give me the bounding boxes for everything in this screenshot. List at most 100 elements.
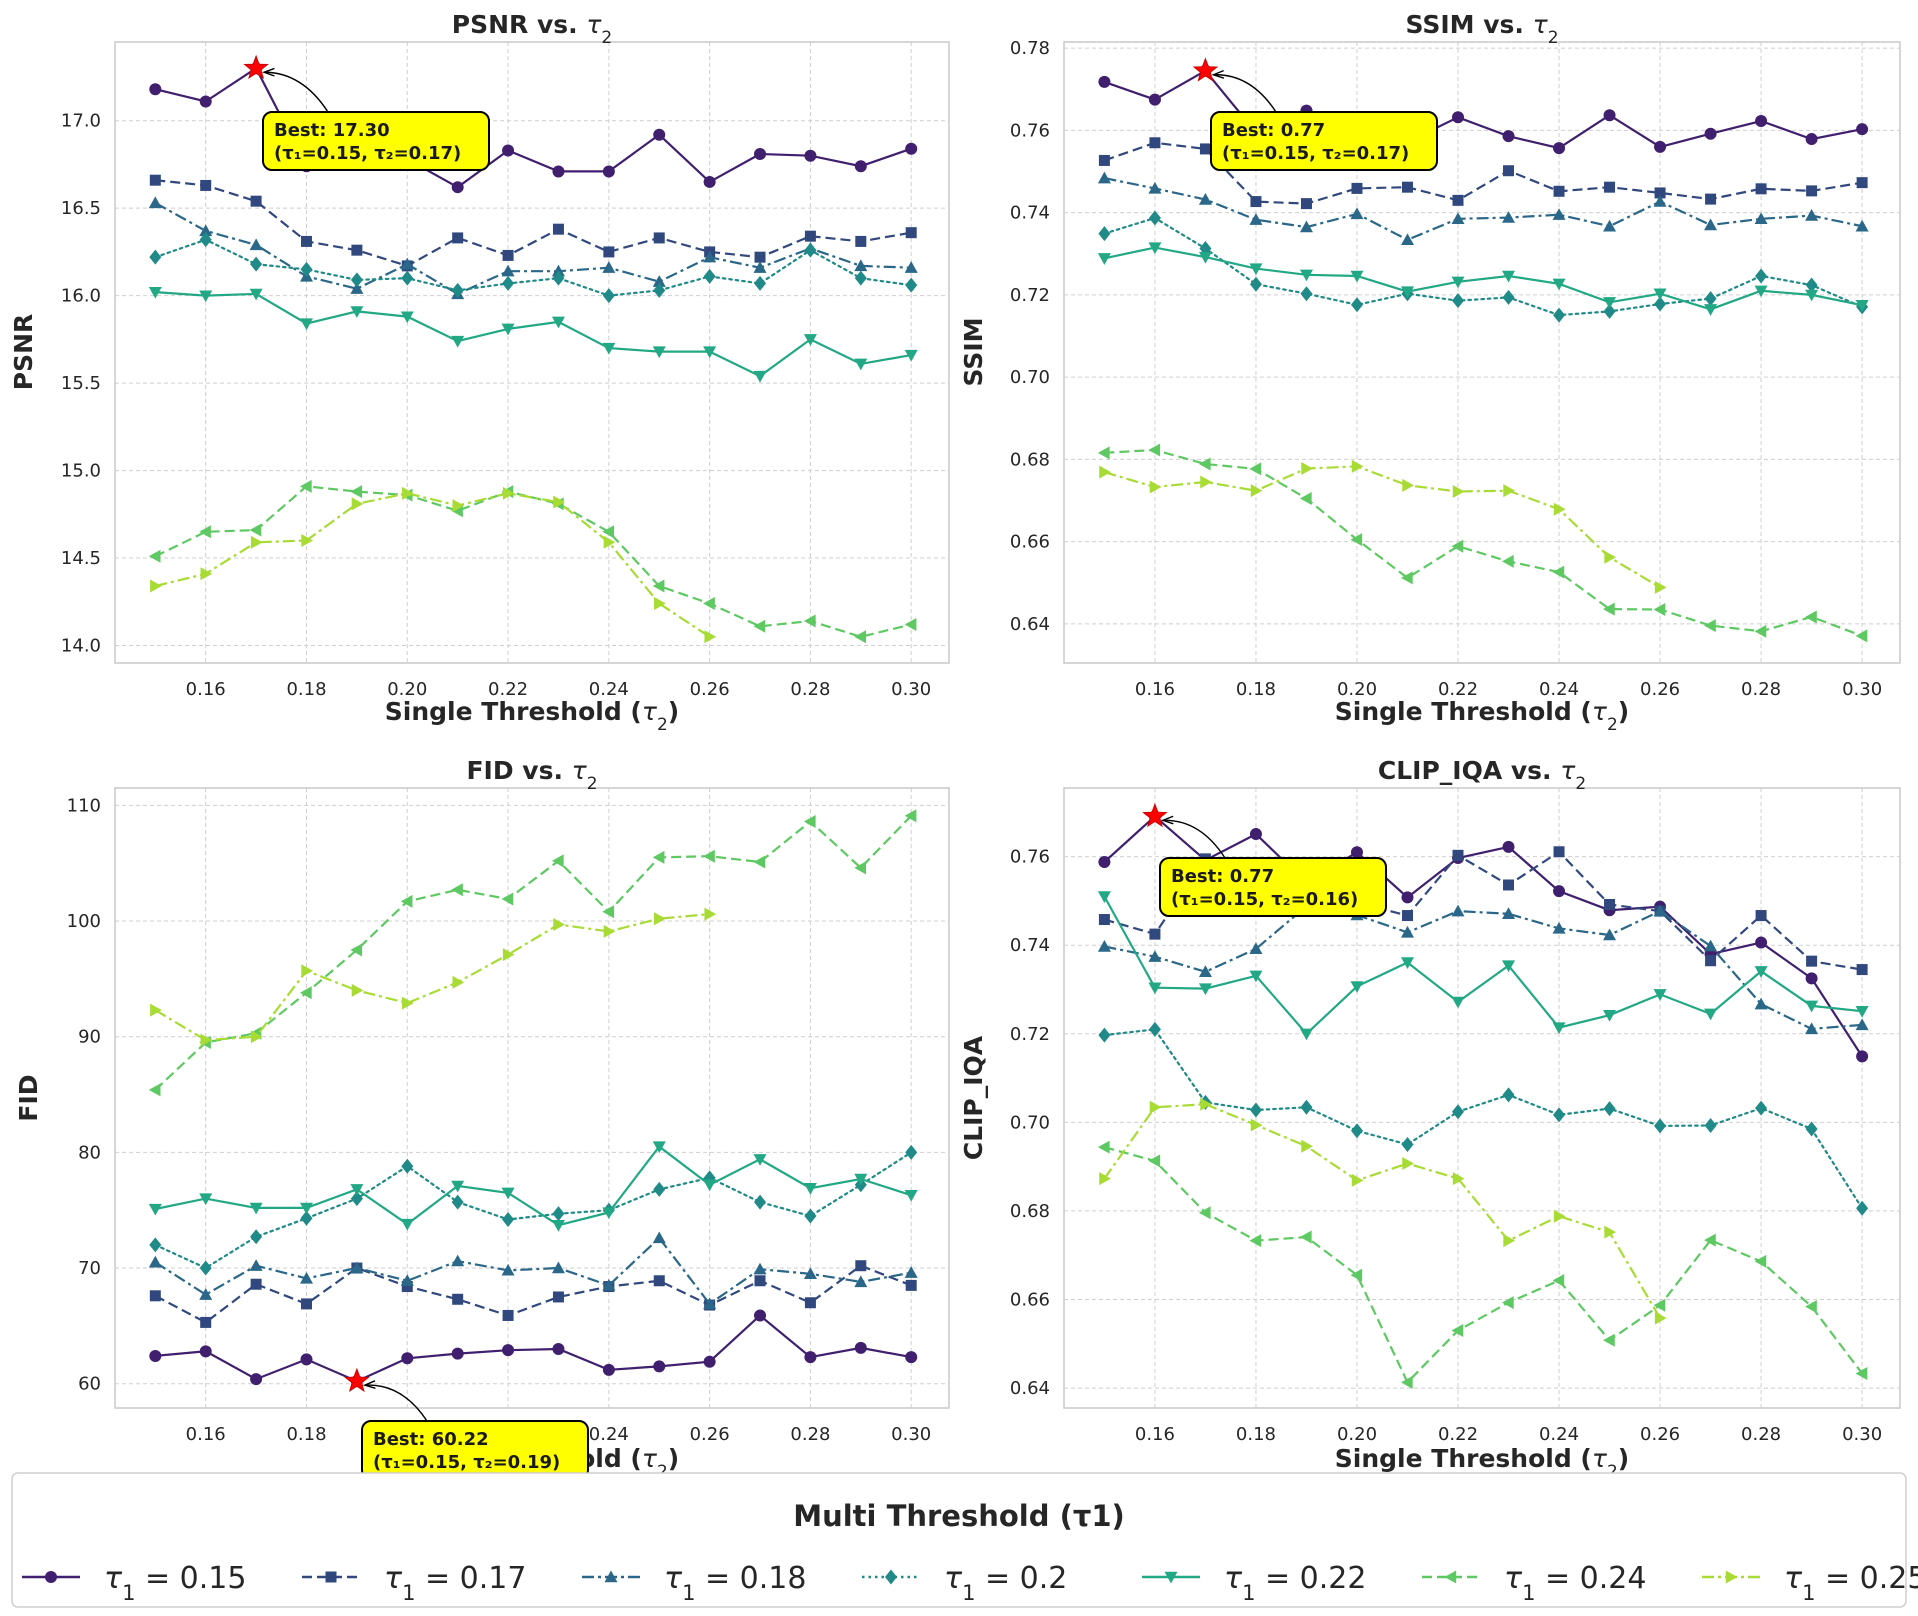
data-point [1552,1273,1565,1287]
data-point [502,948,515,962]
data-point [1148,93,1161,106]
data-point [1097,1140,1110,1154]
data-point [552,1206,565,1222]
legend: Multi Threshold (τ1) τ1 = 0.15 τ1 = 0.17 τ… [11,1472,1918,1608]
data-point [1502,1296,1514,1310]
data-point [1300,198,1312,210]
series-6 [1097,443,1868,643]
data-point [1855,1018,1869,1031]
legend-entry-7: τ1 = 0.25 [1702,1561,1918,1605]
data-point [654,597,666,611]
x-tick-label: 0.26 [690,679,730,700]
data-point [299,1271,313,1284]
data-point [1502,907,1516,919]
series-line [155,179,912,268]
data-point [451,1347,464,1360]
data-point [1097,891,1111,903]
data-point [1654,1311,1667,1325]
data-point [452,232,464,244]
chart-panel-2: 0.16 0.18 0.20 0.22 0.24 0.26 0.28 0.30 0.64 0.66… [959,10,1901,735]
best-star-icon [1142,802,1168,828]
data-point [1148,210,1161,226]
data-point [1301,1139,1313,1153]
legend-marker [45,1571,57,1583]
data-point [1148,982,1162,995]
data-point [904,1266,918,1278]
series-7 [150,907,717,1047]
x-tick-label: 0.24 [589,1424,629,1445]
data-point [200,1316,212,1328]
data-point [1401,910,1413,922]
data-point [551,1220,565,1232]
data-point [148,1255,162,1268]
data-point [299,1202,313,1215]
x-tick-label: 0.18 [1236,679,1276,700]
data-point [501,323,515,336]
data-point [653,128,666,141]
data-point [1451,276,1465,289]
data-point [1704,127,1717,140]
data-point [1249,942,1263,954]
data-point [1400,1375,1413,1389]
series-line [1104,246,1863,311]
data-point [250,1030,263,1044]
annotation-arrow [1162,819,1226,859]
data-point [1704,1117,1717,1133]
data-point [1199,143,1211,155]
data-point [1451,1324,1464,1337]
data-point [1200,475,1212,489]
data-point [804,230,816,242]
x-tick-label: 0.18 [1236,1424,1276,1445]
data-point [501,1187,515,1200]
annotation-arrow [264,71,329,113]
data-point [904,618,917,632]
x-tick-label: 0.24 [589,679,629,700]
data-point [1855,300,1869,312]
data-point [1402,478,1414,492]
data-point [1402,1157,1414,1171]
legend-entry-6: τ1 = 0.24 [1422,1561,1646,1605]
annotation-arrowhead [362,1380,376,1390]
data-point [250,256,263,272]
data-point [1198,965,1212,977]
data-point [1149,480,1162,494]
data-point [401,1158,414,1174]
data-point [1705,193,1717,205]
series-line [1104,177,1863,242]
data-point [1603,1101,1616,1117]
data-point [249,1202,263,1215]
legend-label: τ1 = 0.17 [384,1561,526,1605]
annotation-best-value: Best: 60.22 [373,1429,489,1450]
data-point [1604,1225,1617,1239]
data-point [1604,181,1616,193]
data-point [300,1210,313,1226]
x-tick-label: 0.28 [790,679,830,700]
series-line [1104,448,1863,637]
data-point [905,227,917,239]
data-point [250,1278,262,1290]
y-tick-label: 16.5 [61,198,101,219]
data-point [452,499,465,513]
data-point [199,1345,212,1358]
data-point [1856,1200,1869,1216]
data-point [150,1003,162,1017]
data-point [1552,1022,1566,1035]
data-point [301,534,313,548]
data-point [1300,1099,1313,1115]
data-point [1704,1233,1716,1247]
legend-label: τ1 = 0.24 [1504,1561,1646,1605]
data-point [200,179,212,191]
data-point [300,235,312,247]
x-axis-label: Single Threshold (τ2) [385,697,679,735]
data-point [854,1173,868,1186]
data-point [1400,571,1413,585]
series-6 [1097,1140,1868,1389]
y-tick-label: 0.78 [1010,38,1050,59]
data-point [148,196,162,209]
chart-panel-3: 0.160.180.200.220.240.260.280.3060708090… [14,756,950,1482]
data-point [452,975,465,989]
annotation-best-value: Best: 0.77 [1222,120,1325,141]
annotation-arrow [1213,74,1277,113]
series-4 [1098,1021,1869,1216]
data-point [1503,165,1515,177]
